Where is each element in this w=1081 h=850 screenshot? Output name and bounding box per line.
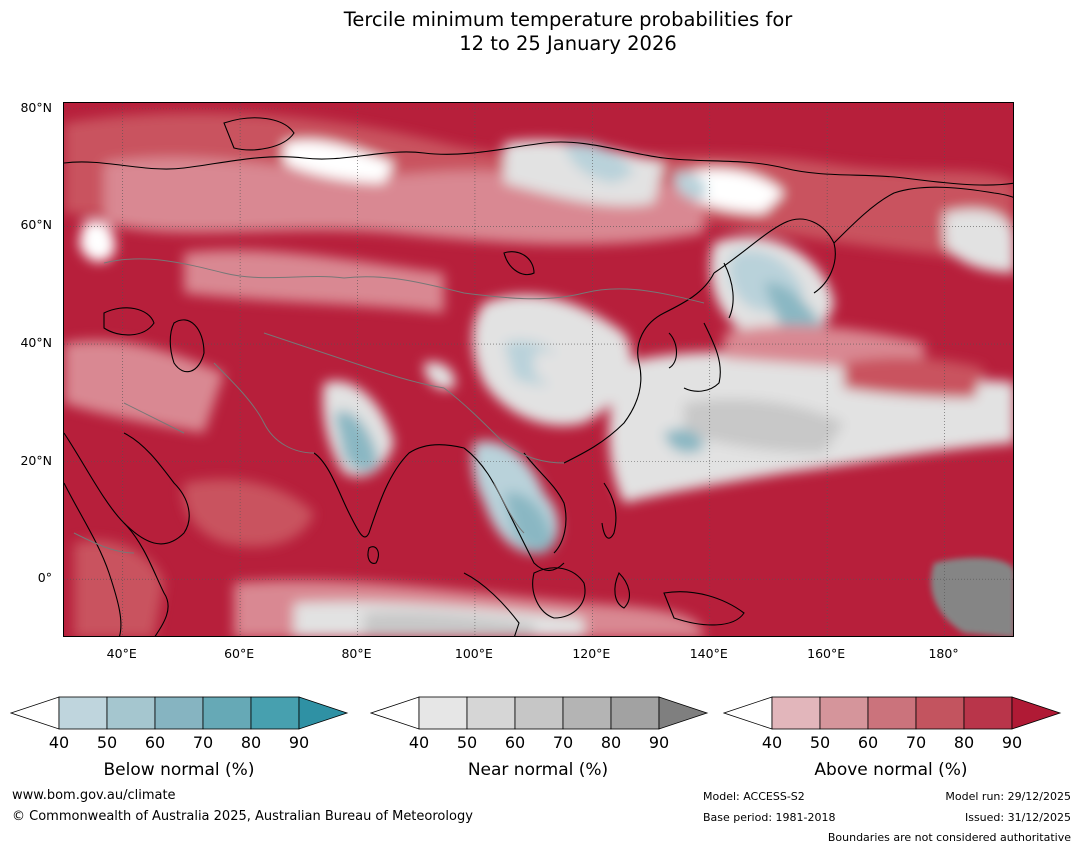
colorbar-near-title: Near normal (%): [467, 760, 609, 780]
colorbar-min-extension: [369, 696, 420, 730]
colorbar-segment: [466, 696, 516, 730]
colorbar-tick: 70: [552, 733, 574, 752]
colorbar-segment: [562, 696, 612, 730]
website-link[interactable]: www.bom.gov.au/climate: [12, 788, 176, 803]
colorbar-tick: 40: [761, 733, 783, 752]
graticule: [64, 103, 1013, 636]
colorbar-segment: [514, 696, 564, 730]
longitude-tick-label: 100°E: [454, 646, 493, 661]
model-run-text: Model run: 29/12/2025: [945, 790, 1071, 803]
colorbar-tick: 60: [504, 733, 526, 752]
colorbar-tick: 50: [456, 733, 478, 752]
latitude-tick-label: 20°N: [20, 452, 52, 468]
colorbar-above-title: Above normal (%): [814, 760, 968, 780]
longitude-tick-label: 60°E: [224, 646, 255, 661]
colorbar-segment: [154, 696, 204, 730]
colorbar-near-normal: [369, 694, 710, 738]
colorbar-max-extension: [1011, 696, 1062, 730]
colorbar-segment: [915, 696, 965, 730]
colorbar-segment: [250, 696, 300, 730]
latitude-tick-label: 40°N: [20, 335, 52, 351]
colorbar-tick: 60: [144, 733, 166, 752]
colorbar-segment: [963, 696, 1013, 730]
colorbar-max-extension: [298, 696, 349, 730]
colorbar-segment: [106, 696, 156, 730]
colorbar-tick: 90: [648, 733, 670, 752]
longitude-tick-label: 140°E: [689, 646, 728, 661]
colorbar-min-extension: [722, 696, 773, 730]
chart-title: Tercile minimum temperature probabilitie…: [0, 8, 1081, 56]
colorbar-segment: [867, 696, 917, 730]
colorbar-tick: 90: [288, 733, 310, 752]
colorbar-tick: 40: [48, 733, 70, 752]
latitude-tick-label: 60°N: [20, 217, 52, 233]
country-borders: [73, 258, 705, 554]
longitude-tick-label: 80°E: [341, 646, 372, 661]
probability-fields: [64, 112, 1013, 636]
colorbar-segment: [418, 696, 468, 730]
near-normal-high-patch: [930, 557, 1013, 636]
colorbar-below-normal: [9, 694, 350, 738]
latitude-tick-label: 0°: [37, 570, 52, 586]
longitude-tick-label: 180°: [928, 646, 959, 661]
colorbar-below-title: Below normal (%): [103, 760, 255, 780]
colorbar-tick: 80: [953, 733, 975, 752]
colorbar-segment: [819, 696, 869, 730]
longitude-tick-label: 120°E: [572, 646, 611, 661]
issued-text: Issued: 31/12/2025: [964, 811, 1071, 824]
colorbar-segment: [58, 696, 108, 730]
map-canvas: [64, 103, 1013, 636]
forecast-map[interactable]: [63, 102, 1014, 637]
colorbar-tick: 40: [408, 733, 430, 752]
colorbar-segment: [202, 696, 252, 730]
colorbar-max-extension: [658, 696, 709, 730]
colorbar-tick: 80: [600, 733, 622, 752]
colorbar-tick: 60: [857, 733, 879, 752]
coastlines: [64, 117, 1013, 636]
latitude-tick-label: 80°N: [20, 99, 52, 115]
colorbar-tick: 90: [1001, 733, 1023, 752]
colorbar-above-normal: [722, 694, 1063, 738]
colorbar-segment: [610, 696, 660, 730]
model-text: Model: ACCESS-S2: [703, 790, 805, 803]
disclaimer-text: Boundaries are not considered authoritat…: [827, 831, 1071, 844]
colorbar-tick: 70: [192, 733, 214, 752]
colorbar-tick: 80: [240, 733, 262, 752]
title-line-1: Tercile minimum temperature probabilitie…: [343, 8, 793, 31]
longitude-tick-label: 40°E: [106, 646, 137, 661]
colorbar-segment: [771, 696, 821, 730]
colorbar-tick: 50: [96, 733, 118, 752]
longitude-tick-label: 160°E: [807, 646, 846, 661]
title-line-2: 12 to 25 January 2026: [459, 32, 677, 55]
colorbar-tick: 70: [905, 733, 927, 752]
colorbar-min-extension: [9, 696, 60, 730]
base-period-text: Base period: 1981-2018: [703, 811, 836, 824]
colorbar-tick: 50: [809, 733, 831, 752]
copyright-text: © Commonwealth of Australia 2025, Austra…: [12, 809, 473, 824]
